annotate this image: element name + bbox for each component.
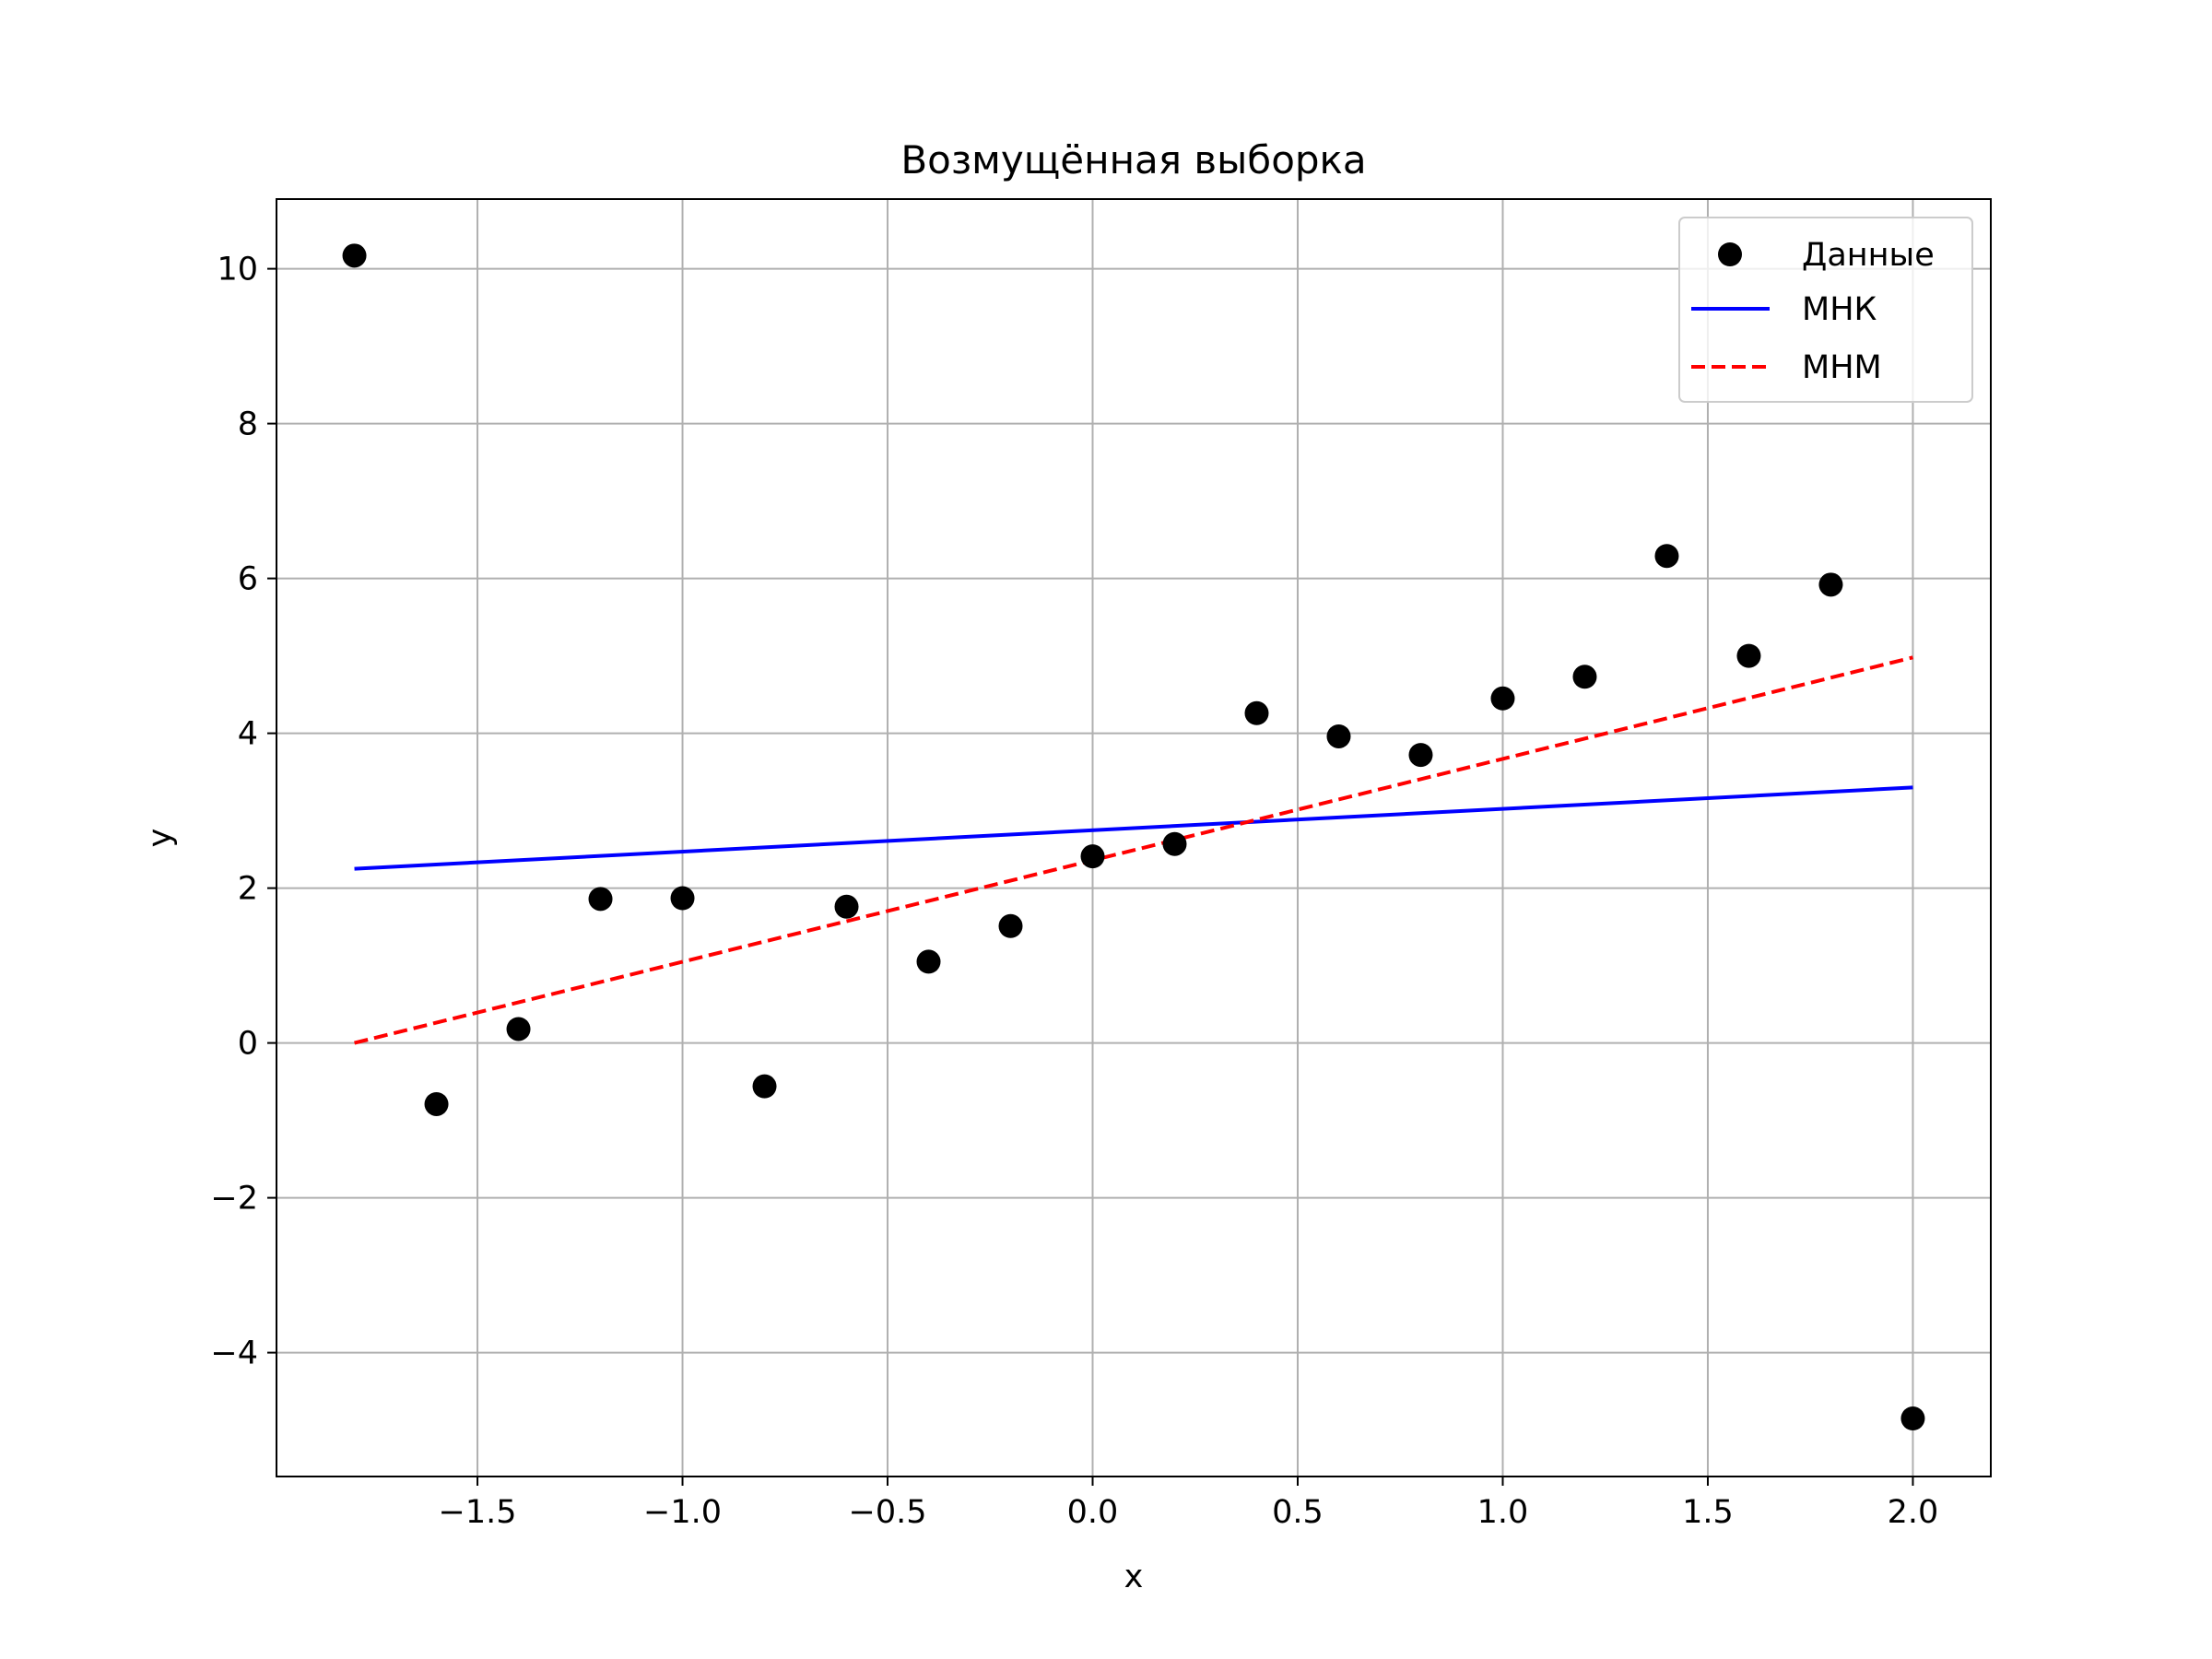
data-point	[1900, 1406, 1925, 1430]
x-tick-label: −1.5	[439, 1494, 517, 1531]
data-point	[1080, 844, 1105, 869]
data-point	[424, 1091, 449, 1116]
data-point	[1654, 544, 1679, 569]
x-tick-label: 0.5	[1272, 1494, 1324, 1531]
y-tick-label: −2	[210, 1181, 258, 1218]
data-point	[1408, 743, 1433, 768]
data-point	[998, 913, 1023, 938]
legend-label-mnm: МНМ	[1802, 349, 1882, 386]
y-tick-label: 8	[238, 406, 258, 443]
y-axis-label: y	[142, 829, 179, 848]
data-point	[1162, 831, 1187, 856]
data-point	[1736, 643, 1761, 668]
legend-box	[1678, 217, 1973, 403]
x-tick-label: 1.5	[1682, 1494, 1734, 1531]
fit-lines	[354, 655, 1913, 1045]
data-point	[1326, 724, 1351, 748]
data-point	[342, 243, 367, 268]
data-point	[834, 894, 859, 919]
legend-label-mnk: МНК	[1802, 291, 1877, 328]
data-points	[342, 243, 1925, 1430]
legend-label-data: Данные	[1802, 237, 1935, 274]
x-tick-label: 2.0	[1888, 1494, 1939, 1531]
y-tick-label: 0	[238, 1026, 258, 1063]
y-tick-label: 4	[238, 716, 258, 753]
legend-marker-data	[1718, 242, 1742, 266]
data-point	[670, 886, 695, 911]
x-axis-ticks: −1.5 −1.0 −0.5 0.0 0.5 1.0 1.5 2.0	[439, 1477, 1939, 1531]
data-point	[752, 1074, 777, 1099]
y-tick-label: 2	[238, 871, 258, 908]
data-point	[1818, 572, 1843, 597]
x-tick-label: −0.5	[849, 1494, 927, 1531]
y-tick-label: 6	[238, 561, 258, 598]
series-line-mnm	[354, 655, 1913, 1045]
plot-frame	[276, 198, 1992, 1477]
legend: Данные МНК МНМ	[1678, 217, 1973, 403]
x-tick-label: −1.0	[643, 1494, 722, 1531]
plot-area	[276, 199, 1991, 1477]
y-tick-label: 10	[217, 252, 258, 288]
data-point	[1244, 700, 1269, 725]
x-axis-label: x	[1124, 1559, 1144, 1595]
data-point	[1490, 686, 1515, 711]
chart-title: Возмущённая выборка	[900, 137, 1366, 182]
data-point	[1572, 665, 1597, 689]
series-line-mnk	[354, 785, 1913, 871]
data-point	[506, 1017, 531, 1041]
y-axis-ticks: −4 −2 0 2 4 6 8 10	[210, 252, 276, 1372]
data-point	[588, 887, 613, 912]
y-tick-label: −4	[210, 1335, 258, 1372]
x-tick-label: 0.0	[1067, 1494, 1119, 1531]
data-point	[916, 949, 941, 974]
x-tick-label: 1.0	[1477, 1494, 1529, 1531]
